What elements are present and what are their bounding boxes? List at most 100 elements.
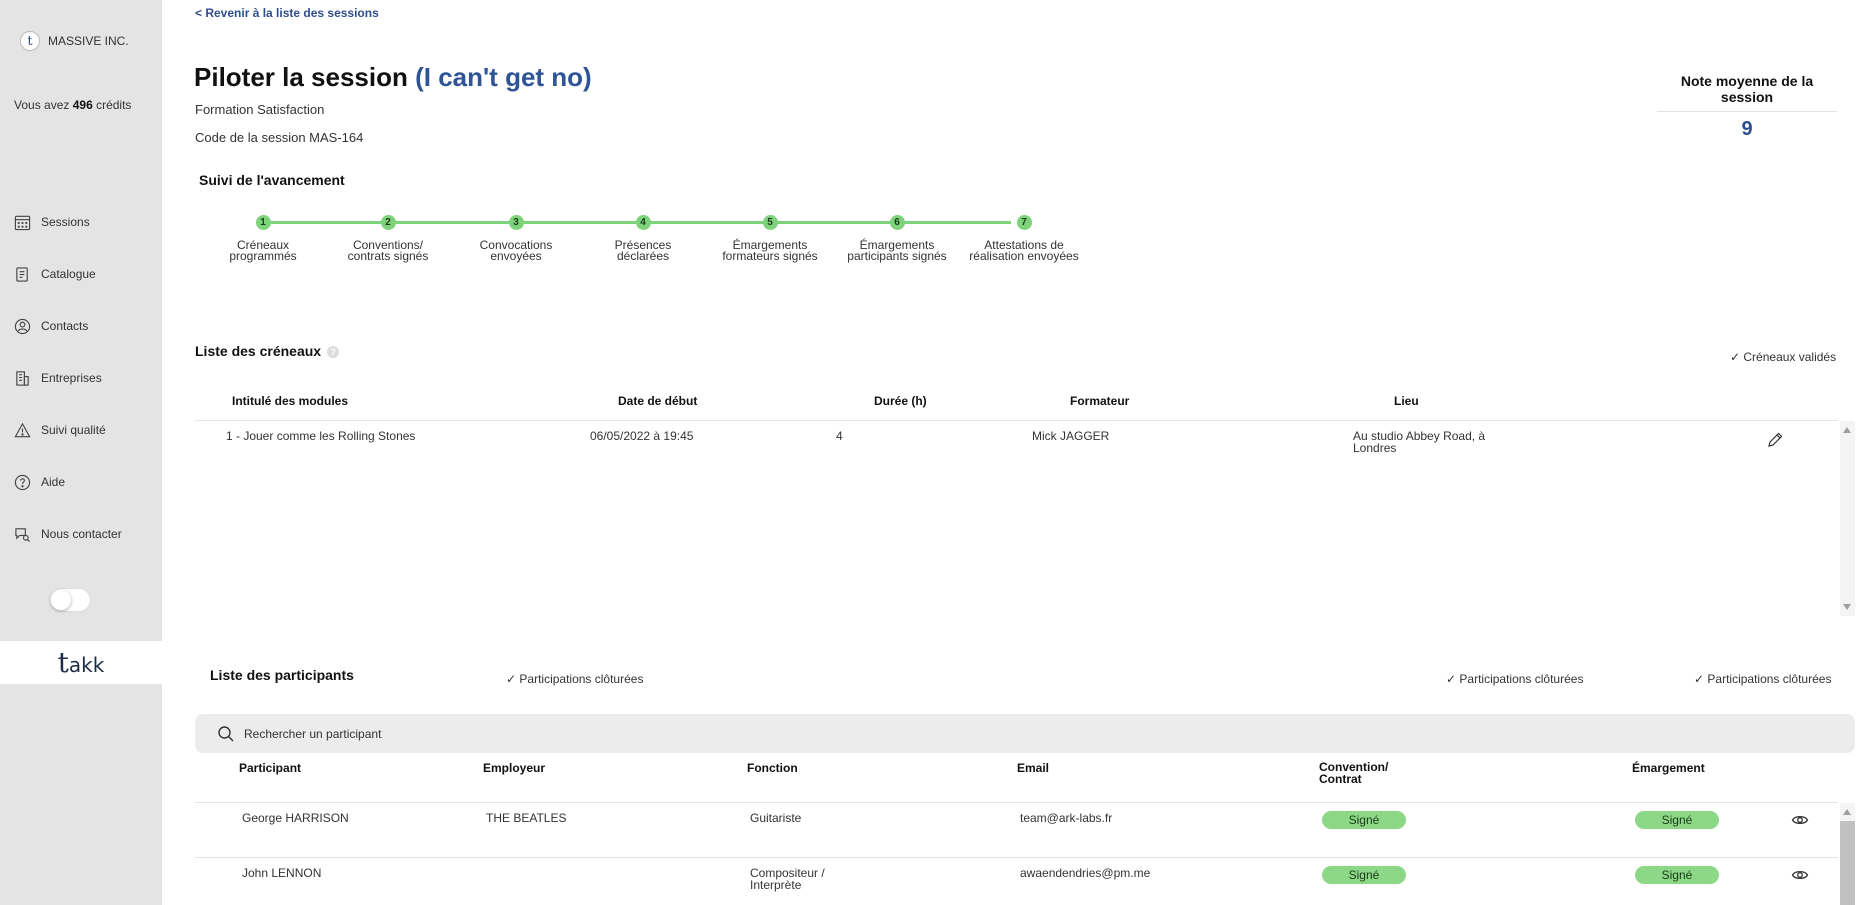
convention-status-badge: Signé: [1322, 866, 1406, 884]
participant-function: Compositeur / Interprète: [750, 866, 825, 892]
participants-status-3: ✓ Participations clôturées: [1694, 672, 1832, 686]
progress-step-3: 3 Convocations envoyées: [446, 211, 586, 262]
sidebar-item-catalogue[interactable]: Catalogue: [14, 264, 154, 284]
company-brand[interactable]: t MASSIVE INC.: [20, 31, 129, 51]
session-code: Code de la session MAS-164: [195, 130, 364, 145]
participant-search: [195, 714, 1855, 753]
user-icon: [14, 318, 31, 334]
step-label: Émargements formateurs signés: [722, 238, 818, 263]
sidebar-item-label: Contacts: [41, 319, 89, 333]
sidebar-item-label: Sessions: [41, 215, 90, 229]
credits-info: Vous avez 496 crédits: [14, 98, 131, 112]
step-dot: 4: [635, 215, 651, 230]
participants-col-name[interactable]: Participant: [239, 761, 302, 775]
back-to-sessions-link[interactable]: < Revenir à la liste des sessions: [195, 6, 379, 20]
slot-trainer: Mick JAGGER: [1032, 429, 1110, 443]
participants-col-function[interactable]: Fonction: [747, 761, 798, 775]
participants-status-2: ✓ Participations clôturées: [1446, 672, 1584, 686]
step-dot: 2: [380, 215, 396, 230]
sidebar-item-nous-contacter[interactable]: Nous contacter: [14, 524, 154, 544]
slots-header-divider: [195, 420, 1838, 421]
document-icon: [16, 266, 28, 282]
participants-title: Liste des participants: [210, 667, 354, 683]
sidebar-item-label: Suivi qualité: [41, 423, 106, 437]
toggle-knob: [51, 590, 71, 610]
step-dot: 5: [762, 215, 778, 230]
chat-search-icon: [15, 527, 30, 542]
session-rating: Note moyenne de la session 9: [1657, 73, 1837, 141]
step-dot: 3: [508, 215, 524, 230]
progress-step-4: 4 Présences déclarées: [573, 211, 713, 262]
participants-col-signature[interactable]: Émargement: [1632, 761, 1705, 775]
theme-toggle[interactable]: [49, 588, 91, 612]
convention-status-badge: Signé: [1322, 811, 1406, 829]
progress-step-6: 6 Émargements participants signés: [827, 211, 967, 262]
participant-email: awaendendries@pm.me: [1020, 866, 1151, 880]
company-logo-icon: t: [20, 31, 40, 51]
sidebar-item-label: Entreprises: [41, 371, 102, 385]
step-label: Conventions/contrats signés: [347, 238, 429, 263]
participant-employer: THE BEATLES: [486, 811, 567, 825]
rating-label: Note moyenne de la session: [1657, 73, 1837, 112]
participant-name: John LENNON: [242, 866, 322, 880]
company-name: MASSIVE INC.: [48, 34, 129, 48]
signature-status-badge: Signé: [1635, 811, 1719, 829]
takk-logo: takk: [58, 646, 105, 679]
step-label: Présences déclarées: [614, 238, 672, 263]
sidebar-item-label: Catalogue: [41, 267, 96, 281]
participants-col-employer[interactable]: Employeur: [483, 761, 546, 775]
view-participant-eye-icon[interactable]: [1791, 866, 1809, 884]
scroll-up-arrow-icon[interactable]: [1843, 809, 1851, 815]
step-label: Attestations de réalisation envoyées: [969, 238, 1079, 263]
progress-title: Suivi de l'avancement: [199, 172, 345, 188]
progress-step-1: 1 Créneaux programmés: [193, 211, 333, 262]
slots-scrollbar[interactable]: [1840, 421, 1855, 616]
view-participant-eye-icon[interactable]: [1791, 811, 1809, 829]
sidebar-item-aide[interactable]: Aide: [14, 472, 154, 492]
sidebar-item-contacts[interactable]: Contacts: [14, 316, 154, 336]
participants-status-1: ✓ Participations clôturées: [506, 672, 644, 686]
takk-logo-mark-icon: t: [57, 646, 69, 679]
takk-logo-text: akk: [68, 653, 105, 677]
slots-col-duration[interactable]: Durée (h): [874, 394, 927, 408]
sidebar-item-suivi-qualite[interactable]: Suivi qualité: [14, 420, 154, 440]
participants-scrollbar[interactable]: [1840, 803, 1855, 905]
slots-col-start[interactable]: Date de début: [618, 394, 698, 408]
building-icon: [16, 370, 29, 386]
slot-module: 1 - Jouer comme les Rolling Stones: [226, 429, 416, 443]
sidebar-item-label: Aide: [41, 475, 66, 489]
slots-col-trainer[interactable]: Formateur: [1070, 394, 1130, 408]
search-input[interactable]: [244, 726, 1244, 741]
participants-col-email[interactable]: Email: [1017, 761, 1050, 775]
edit-slot-pencil-icon[interactable]: [1766, 431, 1784, 449]
info-icon[interactable]: ?: [327, 346, 340, 359]
search-icon: [218, 725, 234, 741]
participants-col-convention[interactable]: Convention/Contrat: [1319, 760, 1389, 786]
sidebar-item-sessions[interactable]: Sessions: [14, 212, 154, 232]
sidebar: t MASSIVE INC. Vous avez 496 crédits Ses…: [0, 0, 162, 905]
training-name: Formation Satisfaction: [195, 102, 325, 117]
sidebar-nav: Sessions Catalogue Contacts Entreprises …: [14, 212, 154, 576]
step-label: Émargements participants signés: [847, 238, 947, 263]
progress-step-5: 5 Émargements formateurs signés: [700, 211, 840, 262]
slots-col-place[interactable]: Lieu: [1394, 394, 1419, 408]
progress-step-7: 7 Attestations de réalisation envoyées: [954, 211, 1094, 262]
step-dot: 7: [1016, 215, 1032, 230]
help-icon: [14, 474, 31, 490]
slots-col-module[interactable]: Intitulé des modules: [232, 394, 349, 408]
step-dot: 1: [255, 215, 271, 230]
scroll-up-arrow-icon[interactable]: [1843, 427, 1851, 433]
scroll-thumb[interactable]: [1840, 821, 1855, 905]
rating-value: 9: [1741, 118, 1753, 140]
participant-name: George HARRISON: [242, 811, 349, 825]
credits-value: 496: [72, 98, 93, 112]
scroll-down-arrow-icon[interactable]: [1843, 604, 1851, 610]
calendar-icon: [14, 215, 31, 230]
sidebar-item-entreprises[interactable]: Entreprises: [14, 368, 154, 388]
sidebar-item-label: Nous contacter: [41, 527, 122, 541]
progress-tracker: 1 Créneaux programmés 2 Conventions/contr…: [162, 211, 1162, 281]
page-title: Piloter la session (I can't get no): [194, 62, 592, 93]
main-content: < Revenir à la liste des sessions Pilote…: [162, 0, 1869, 905]
slots-title: Liste des créneaux?: [195, 343, 340, 359]
credits-suffix: crédits: [92, 98, 132, 112]
